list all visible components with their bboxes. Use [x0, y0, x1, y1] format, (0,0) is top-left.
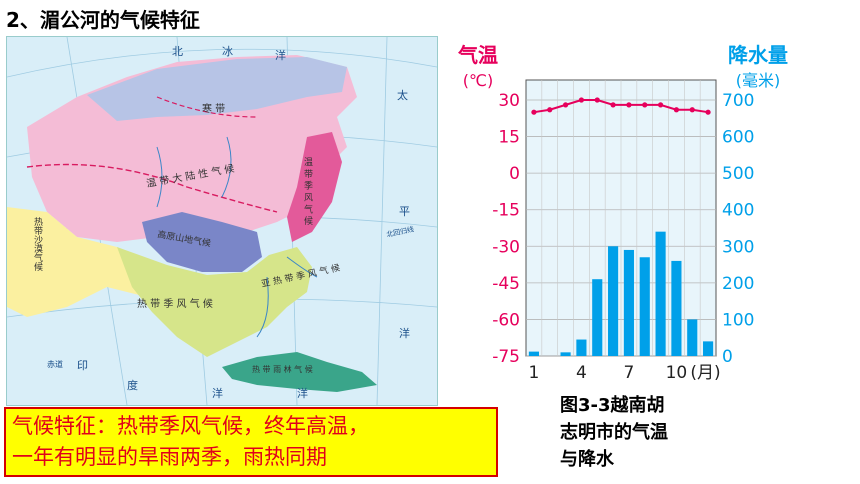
precip-tick-label: 200 [722, 274, 754, 294]
temp-point [689, 107, 695, 113]
precip-bar [639, 257, 650, 356]
temp-tick-label: -75 [492, 347, 520, 367]
temp-tick-label: 15 [498, 128, 520, 148]
precip-tick-label: 100 [722, 310, 754, 330]
map-label-chidao: 赤道 [47, 359, 63, 369]
temperature-points [531, 97, 711, 115]
map-label-han: 寒 带 [202, 102, 225, 115]
month-tick-label: 1 [529, 363, 540, 383]
temp-axis-title: 气温 [457, 43, 498, 67]
map-label-yin: 印 [77, 359, 88, 372]
temp-point [610, 102, 616, 108]
temperature-line [533, 99, 709, 114]
map-label-desert: 热带沙漠气候 [32, 216, 43, 272]
precipitation-axis-ticks: 700 600 500 400 300 200 100 0 [722, 91, 754, 367]
precip-tick-label: 300 [722, 237, 754, 257]
temp-tick-label: 30 [498, 91, 520, 111]
temp-point [705, 109, 711, 115]
temp-point [562, 102, 569, 108]
caption-line: 志明市的气温 [560, 422, 668, 443]
temp-tick-label: -15 [492, 201, 520, 221]
precip-axis-unit: (毫米) [736, 71, 781, 90]
temp-tick-label: -45 [492, 274, 520, 294]
precip-tick-label: 600 [722, 128, 754, 148]
temp-tick-label: -60 [492, 310, 520, 330]
climate-feature-box: 气候特征：热带季风气候，终年高温， 一年有明显的旱雨两季，雨热同期 [4, 407, 498, 477]
precip-bar [623, 249, 634, 356]
precip-bar [703, 341, 714, 356]
month-tick-label: 7 [624, 363, 635, 383]
precip-bar [671, 260, 682, 356]
map-label-tai: 太 [397, 89, 408, 102]
temp-point [531, 109, 537, 115]
climate-chart: 30 15 0 -15 -30 -45 -60 -75 700 600 500 400 300 200 1… [457, 43, 788, 383]
monsoon-zone [117, 247, 312, 357]
map-label-ping: 平 [399, 205, 410, 218]
tundra-zone [87, 57, 347, 121]
precip-bar [560, 352, 571, 356]
caption-line: 与降水 [560, 449, 614, 470]
temp-point [626, 102, 632, 108]
month-axis-ticks: 1 4 7 10 [529, 363, 688, 383]
precip-bar [592, 279, 603, 356]
temp-tick-label: 0 [509, 164, 520, 184]
temp-point [594, 97, 600, 103]
page-heading: 2、湄公河的气候特征 [6, 8, 200, 32]
temp-axis-unit: (℃) [463, 71, 493, 90]
map-label-du: 度 [127, 378, 138, 392]
month-unit-label: (月) [690, 363, 720, 383]
asia-climate-map: 北 冰 洋 太 平 洋 赤道 印 度 洋 洋 北回归线 寒 带 温 带 大 陆 … [6, 36, 438, 406]
precip-bar [528, 351, 539, 356]
temperature-axis-ticks: 30 15 0 -15 -30 -45 -60 -75 [492, 91, 520, 367]
plateau-mountain-zone [142, 212, 262, 272]
temp-point [642, 102, 648, 108]
temperate-monsoon-zone [287, 132, 342, 242]
precip-bar [576, 339, 587, 356]
temp-tick-label: -30 [492, 237, 520, 257]
month-tick-label: 4 [576, 363, 587, 383]
asia-map-svg: 北 冰 洋 太 平 洋 赤道 印 度 洋 洋 北回归线 寒 带 温 带 大 陆 … [7, 37, 437, 405]
precip-bar [687, 319, 698, 356]
feature-line: 一年有明显的旱雨两季，雨热同期 [12, 445, 327, 469]
map-label-yang4: 洋 [297, 386, 308, 400]
precip-tick-label: 400 [722, 201, 754, 221]
precipitation-bars [528, 231, 714, 356]
map-label-yang: 洋 [275, 48, 286, 62]
figure-caption: 图3-3越南胡 志明市的气温 与降水 [560, 392, 720, 473]
map-label-temperate-monsoon: 温 带 季 风 气 候 [302, 157, 313, 226]
map-label-yang2: 洋 [212, 386, 223, 400]
map-label-yang3: 洋 [399, 326, 410, 340]
precip-tick-label: 500 [722, 164, 754, 184]
month-tick-label: 10 [666, 363, 688, 383]
map-label-bing: 冰 [222, 45, 233, 58]
map-label-north: 北 [172, 45, 183, 58]
feature-line: 气候特征：热带季风气候，终年高温， [12, 414, 369, 438]
temp-point [547, 107, 553, 113]
caption-line: 图3-3越南胡 [560, 395, 665, 416]
precip-tick-label: 0 [722, 347, 733, 367]
precip-bar [655, 231, 666, 356]
map-label-rainforest: 热 带 雨 林 气 候 [252, 364, 313, 374]
precip-axis-title: 降水量 [728, 43, 788, 67]
temp-point [657, 102, 664, 108]
precip-bar [608, 246, 619, 356]
temp-point [673, 107, 680, 113]
precip-tick-label: 700 [722, 91, 754, 111]
chart-gridlines [526, 80, 716, 357]
tropical-rainforest-zone [222, 352, 377, 392]
temp-point [578, 97, 585, 103]
map-label-tropical-monsoon: 热 带 季 风 气 候 [137, 297, 213, 310]
